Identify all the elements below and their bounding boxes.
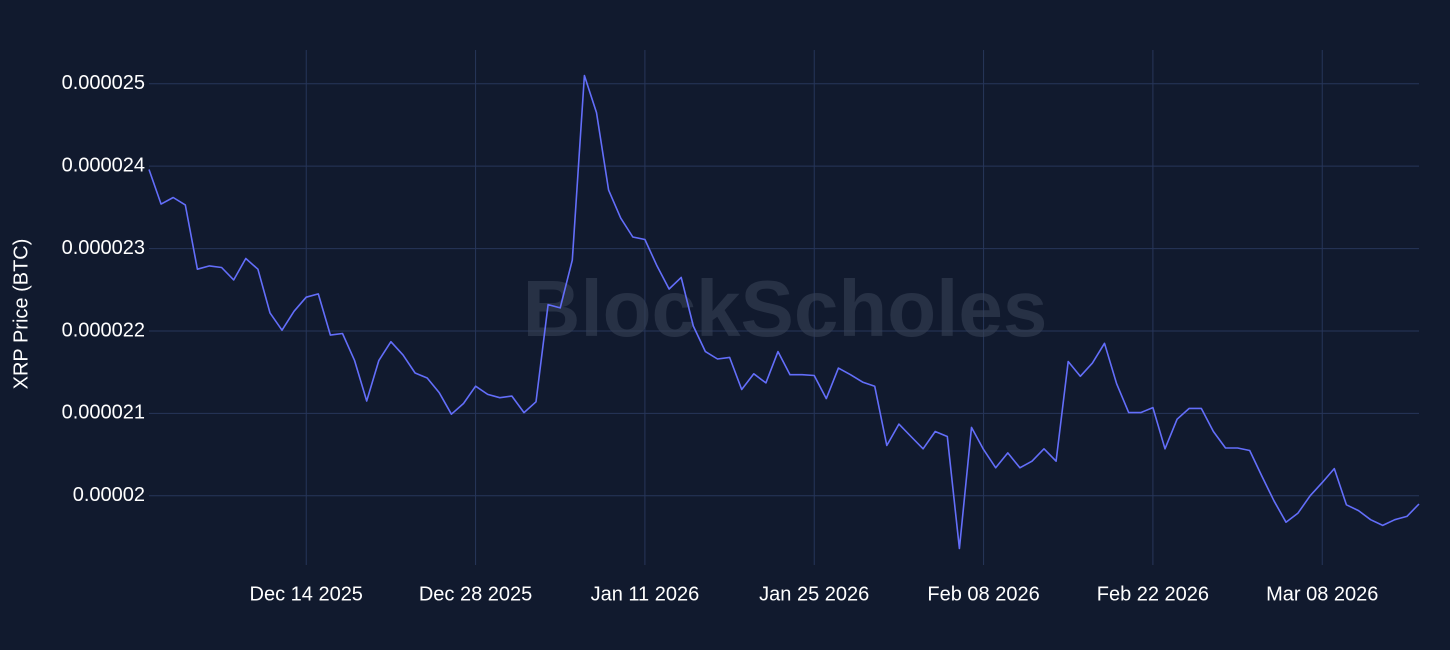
watermark: BlockScholes (523, 264, 1048, 353)
x-tick-label: Jan 25 2026 (759, 583, 869, 605)
grid (149, 50, 1419, 565)
y-tick-label: 0.000024 (62, 154, 145, 176)
y-tick-label: 0.000022 (62, 319, 145, 341)
x-tick-label: Jan 11 2026 (591, 583, 700, 605)
x-tick-label: Dec 14 2025 (250, 583, 363, 605)
y-axis-title: XRP Price (BTC) (10, 239, 32, 390)
y-tick-label: 0.000021 (62, 402, 145, 424)
x-tick-label: Feb 22 2026 (1097, 583, 1209, 605)
y-tick-label: 0.00002 (73, 484, 145, 506)
y-tick-label: 0.000025 (62, 72, 145, 94)
price-line (148, 74, 1420, 550)
y-tick-label: 0.000023 (62, 237, 145, 259)
x-tick-label: Mar 08 2026 (1266, 583, 1378, 605)
x-tick-label: Feb 08 2026 (927, 583, 1039, 605)
x-tick-label: Dec 28 2025 (419, 583, 532, 605)
